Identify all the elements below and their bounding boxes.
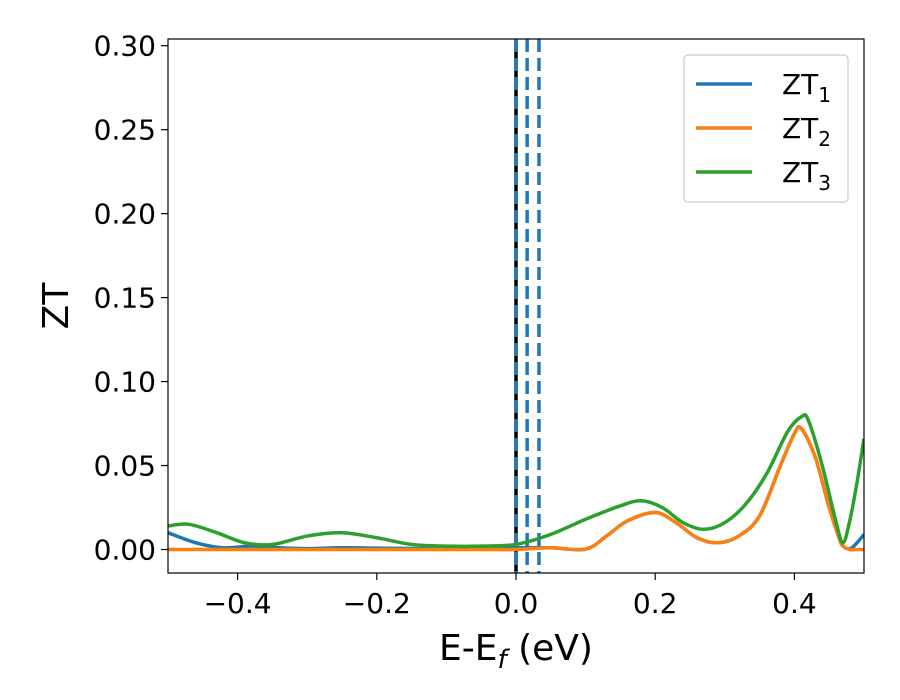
x-axis-label-main: E-E [439,628,497,669]
legend-label: ZT2 [782,112,831,151]
x-axis-label: E-Ef (eV) [439,628,593,675]
x-tick-label: 0.4 [772,587,817,620]
y-tick-label: 0.00 [94,533,156,566]
x-tick-label: −0.2 [343,587,411,620]
legend-label: ZT1 [782,68,831,107]
x-tick-label: 0.2 [633,587,678,620]
legend-box [683,54,849,203]
y-tick-label: 0.10 [94,366,156,399]
reference-lines [514,39,541,573]
y-tick-label: 0.15 [94,282,156,315]
series-lines [168,412,864,552]
y-tick-label: 0.30 [94,30,156,63]
series-line-zt2 [168,425,864,552]
x-axis-label-unit: (eV) [507,628,593,669]
x-tick-label: −0.4 [204,587,272,620]
x-axis: −0.4 −0.2 0.0 0.2 0.4 [204,573,817,620]
legend: ZT1 ZT2 ZT3 [683,54,849,203]
y-axis-label: ZT [36,282,77,330]
series-line-zt3 [168,412,864,549]
y-tick-label: 0.25 [94,114,156,147]
y-tick-label: 0.05 [94,450,156,483]
x-tick-label: 0.0 [494,587,539,620]
y-tick-label: 0.20 [94,198,156,231]
y-axis: 0.00 0.05 0.10 0.15 0.20 0.25 0.30 [94,30,168,566]
legend-label: ZT3 [782,156,831,195]
